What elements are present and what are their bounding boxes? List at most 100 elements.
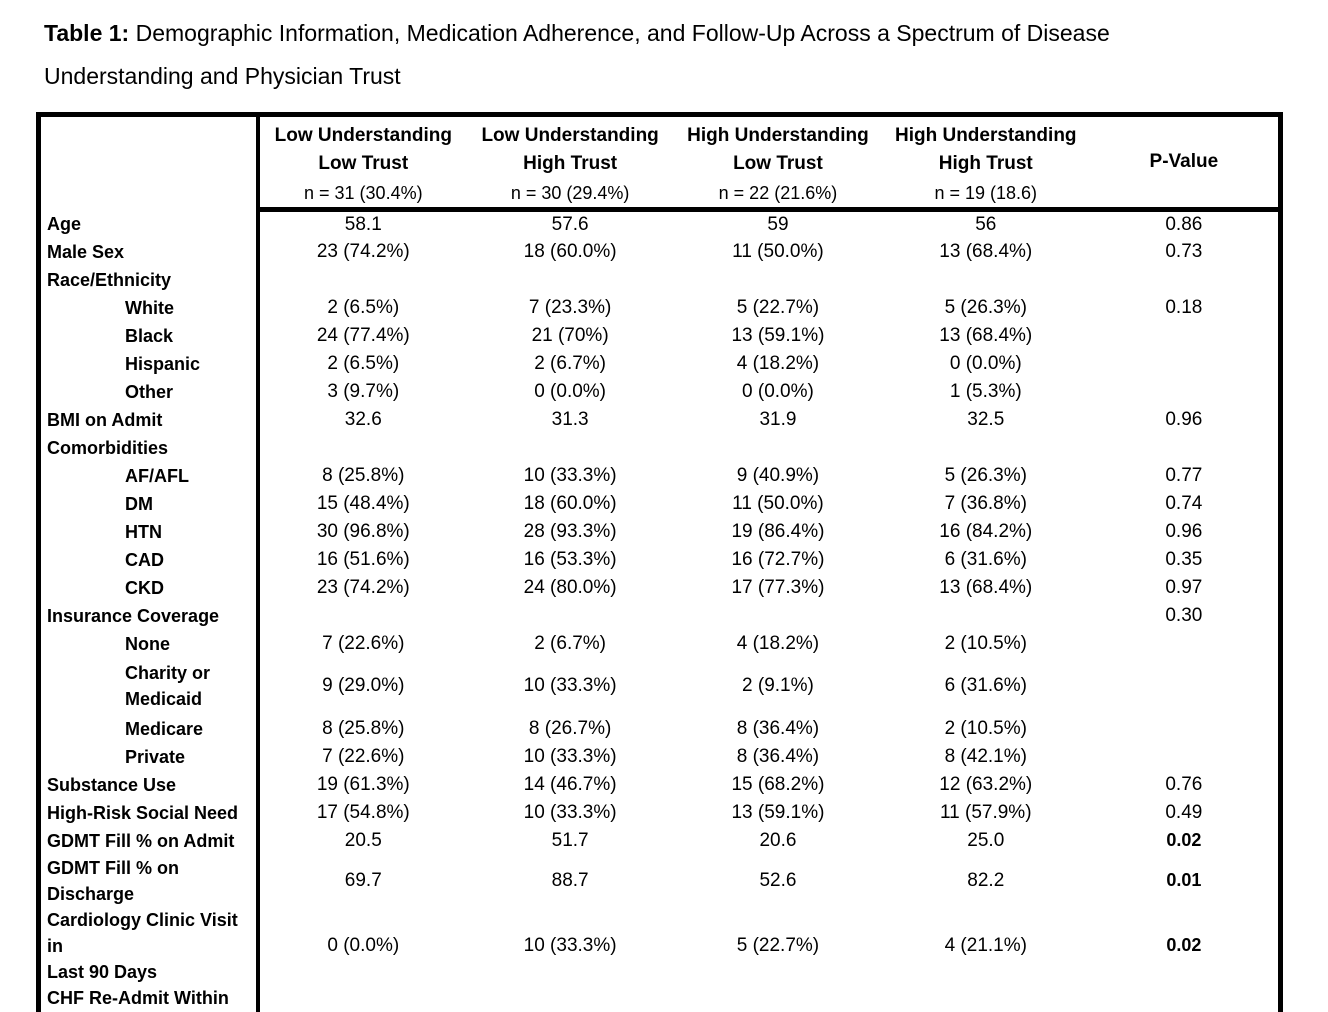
column-header-line: Low Understanding	[481, 125, 659, 146]
value-cell: 15 (68.2%)	[731, 773, 825, 795]
value-cell: 32.6	[344, 408, 382, 430]
p-value-header-cell: P-Value	[1089, 114, 1281, 212]
value-cell: 10 (33.3%)	[523, 801, 617, 823]
value-cell: 25.0	[967, 829, 1005, 851]
value-cell: 4 (18.2%)	[736, 632, 820, 654]
value-cell: 16 (84.2%)	[939, 520, 1033, 542]
p-value-cell: 0.04	[1090, 985, 1281, 1012]
row-label-cell: CHF Re-Admit Within 30 Days	[38, 984, 261, 1012]
value-cell: 30 (96.8%)	[316, 520, 410, 542]
value-cell: 7 (22.6%)	[322, 632, 405, 654]
value-cell: 11 (50.0%)	[732, 240, 824, 262]
column-header-cell: High Understanding High Trust n = 19 (18.6…	[881, 114, 1090, 212]
table-row: CKD 23 (74.2%) 24 (80.0%) 17 (77.3%) 13 (68.…	[38, 573, 1281, 602]
column-header-line: Low Trust	[733, 153, 823, 174]
p-value-cell	[1090, 434, 1281, 462]
value-cell	[466, 434, 674, 462]
value-cell: 31.3	[551, 408, 589, 430]
value-cell: 19 (61.3%)	[316, 773, 410, 795]
table-row: Race/Ethnicity	[38, 265, 1281, 294]
row-label-cell: White	[38, 293, 261, 322]
value-cell: 4 (18.2%)	[736, 352, 820, 374]
value-cell: 13 (59.1%)	[731, 801, 825, 823]
value-cell: 8 (42.1%)	[944, 745, 1027, 767]
value-cell: 2 (6.7%)	[534, 632, 607, 654]
value-cell: 14 (46.7%)	[523, 773, 617, 795]
table-row: BMI on Admit 32.6 31.3 31.9 32.5 0.96	[38, 405, 1281, 434]
value-cell: 9 (29.0%)	[258, 985, 466, 1012]
column-header-line: High Trust	[523, 153, 618, 174]
value-cell: 57.6	[551, 213, 589, 235]
value-cell	[466, 266, 674, 294]
value-cell: 23 (74.2%)	[316, 576, 410, 598]
table-caption-number: Table 1:	[44, 20, 130, 46]
p-value-cell	[1090, 743, 1281, 771]
table-row: Cardiology Clinic Visit in Last 90 Days 0…	[38, 906, 1281, 985]
value-cell	[258, 602, 466, 630]
value-cell: 10 (33.3%)	[523, 934, 617, 956]
table-row: White 2 (6.5%) 7 (23.3%) 5 (22.7%) 5 (26.3%)…	[38, 293, 1281, 322]
value-cell: 88.7	[551, 869, 589, 891]
table-row: Other 3 (9.7%) 0 (0.0%) 0 (0.0%) 1 (5.3%)	[38, 377, 1281, 406]
table-row: DM 15 (48.4%) 18 (60.0%) 11 (50.0%) 7 (36.8%…	[38, 489, 1281, 518]
table-caption: Table 1: Demographic Information, Medica…	[44, 12, 1284, 98]
header-corner-cell	[38, 114, 261, 210]
p-value-cell: 0.77	[1165, 464, 1203, 486]
value-cell: 16 (53.3%)	[523, 548, 617, 570]
value-cell: 8 (25.8%)	[322, 717, 405, 739]
column-header: High Understanding Low Trust n = 22 (21.6%…	[674, 117, 882, 205]
row-label-cell: Substance Use	[38, 770, 261, 799]
row-label-cell: DM	[38, 489, 261, 518]
value-cell	[674, 602, 882, 630]
value-cell: 52.6	[759, 869, 797, 891]
value-cell: 13 (68.4%)	[939, 240, 1033, 262]
value-cell: 11 (50.0%)	[732, 492, 824, 514]
value-cell: 16 (51.6%)	[316, 548, 410, 570]
value-cell: 0 (0.0%)	[327, 934, 400, 956]
table-row: Comorbidities	[38, 433, 1281, 462]
value-cell: 1 (5.3%)	[949, 380, 1022, 402]
value-cell: 7 (22.6%)	[322, 745, 405, 767]
value-cell: 0 (0.0%)	[742, 380, 814, 402]
column-sample-size: n = 30 (29.4%)	[510, 183, 630, 203]
row-label-cell: GDMT Fill % on Admit	[38, 826, 261, 855]
table-row: AF/AFL 8 (25.8%) 10 (33.3%) 9 (40.9%) 5 (26.…	[38, 461, 1281, 490]
value-cell: 13 (68.4%)	[939, 324, 1033, 346]
table-caption-text: Demographic Information, Medication Adhe…	[44, 20, 1110, 89]
column-header: Low Understanding High Trust n = 30 (29.4%…	[466, 117, 674, 205]
column-header-line: Low Trust	[318, 153, 409, 174]
p-value-cell: 0.18	[1165, 296, 1203, 318]
value-cell: 13 (59.1%)	[731, 324, 825, 346]
p-value-cell: 0.74	[1165, 492, 1203, 514]
value-cell: 18 (60.0%)	[523, 492, 617, 514]
value-cell: 2 (6.5%)	[327, 296, 400, 318]
row-label-cell: CKD	[38, 573, 261, 602]
value-cell: 21 (70%)	[531, 324, 609, 346]
value-cell: 2 (10.5%)	[944, 632, 1027, 654]
p-value-cell	[1090, 266, 1281, 294]
value-cell: 4 (18.2%)	[674, 985, 882, 1012]
row-label-cell: Private	[38, 742, 261, 771]
row-label-cell: High-Risk Social Need	[38, 798, 261, 827]
value-cell	[882, 434, 1090, 462]
row-label-cell: Race/Ethnicity	[38, 265, 261, 294]
header-row: Low Understanding Low Trust n = 31 (30.4%)…	[38, 114, 1281, 212]
value-cell	[258, 266, 466, 294]
table-row: Charity or Medicaid 9 (29.0%) 10 (33.3%) 2 …	[38, 657, 1281, 715]
table-row: Medicare 8 (25.8%) 8 (26.7%) 8 (36.4%) 2 (10…	[38, 714, 1281, 743]
value-cell: 32.5	[967, 408, 1005, 430]
value-cell: 15 (48.4%)	[316, 492, 410, 514]
value-cell: 5 (26.3%)	[944, 296, 1027, 318]
value-cell: 5 (26.3%)	[944, 464, 1027, 486]
value-cell: 2 (10.5%)	[944, 717, 1027, 739]
p-value-cell: 0.96	[1165, 520, 1203, 542]
value-cell: 23 (74.2%)	[316, 240, 410, 262]
value-cell: 24 (80.0%)	[523, 576, 617, 598]
column-header-cell: Low Understanding High Trust n = 30 (29.4%…	[466, 114, 675, 212]
value-cell: 8 (26.7%)	[528, 717, 612, 739]
value-cell: 4 (21.1%)	[944, 934, 1027, 956]
table-row: Insurance Coverage 0.30	[38, 601, 1281, 630]
p-value-cell: 0.02	[1166, 935, 1202, 955]
p-value-cell: 0.97	[1165, 576, 1203, 598]
